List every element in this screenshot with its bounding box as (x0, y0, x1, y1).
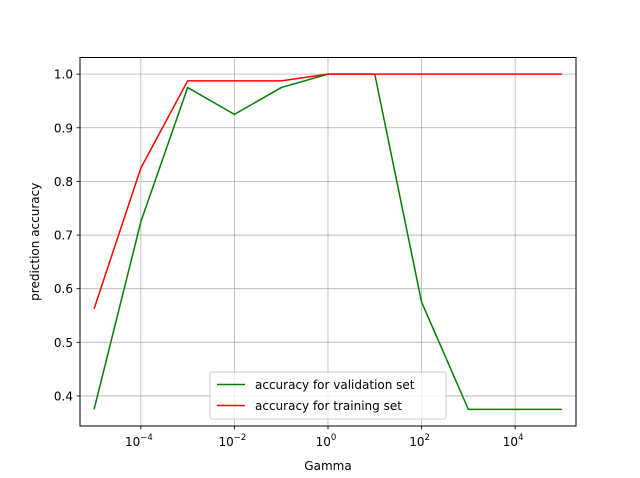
y-tick-label: 0.8 (54, 175, 73, 189)
y-tick-label: 0.6 (54, 282, 73, 296)
x-tick-label: 10−4 (125, 433, 153, 449)
legend: accuracy for validation set accuracy for … (209, 371, 447, 420)
grid-lines (80, 57, 576, 426)
x-axis-ticks: 10−4 10−2 100 102 104 (125, 426, 524, 449)
y-tick-label: 0.5 (54, 336, 73, 350)
y-axis-ticks: 0.4 0.5 0.6 0.7 0.8 0.9 1.0 (54, 68, 80, 403)
x-tick-label: 104 (503, 433, 524, 449)
y-tick-label: 1.0 (54, 68, 73, 82)
x-tick-label: 10−2 (219, 433, 247, 449)
legend-label: accuracy for training set (255, 399, 402, 413)
y-tick-label: 0.4 (54, 389, 73, 403)
training-series-line (93, 73, 562, 310)
x-axis-label: Gamma (304, 459, 351, 473)
legend-box (209, 371, 447, 420)
legend-label: accuracy for validation set (255, 378, 415, 392)
y-axis-label: prediction accuracy (28, 183, 42, 301)
series-lines (93, 73, 562, 411)
x-tick-label: 102 (409, 433, 430, 449)
x-tick-label: 100 (316, 433, 337, 449)
y-tick-label: 0.9 (54, 121, 73, 135)
y-tick-label: 0.7 (54, 229, 73, 243)
